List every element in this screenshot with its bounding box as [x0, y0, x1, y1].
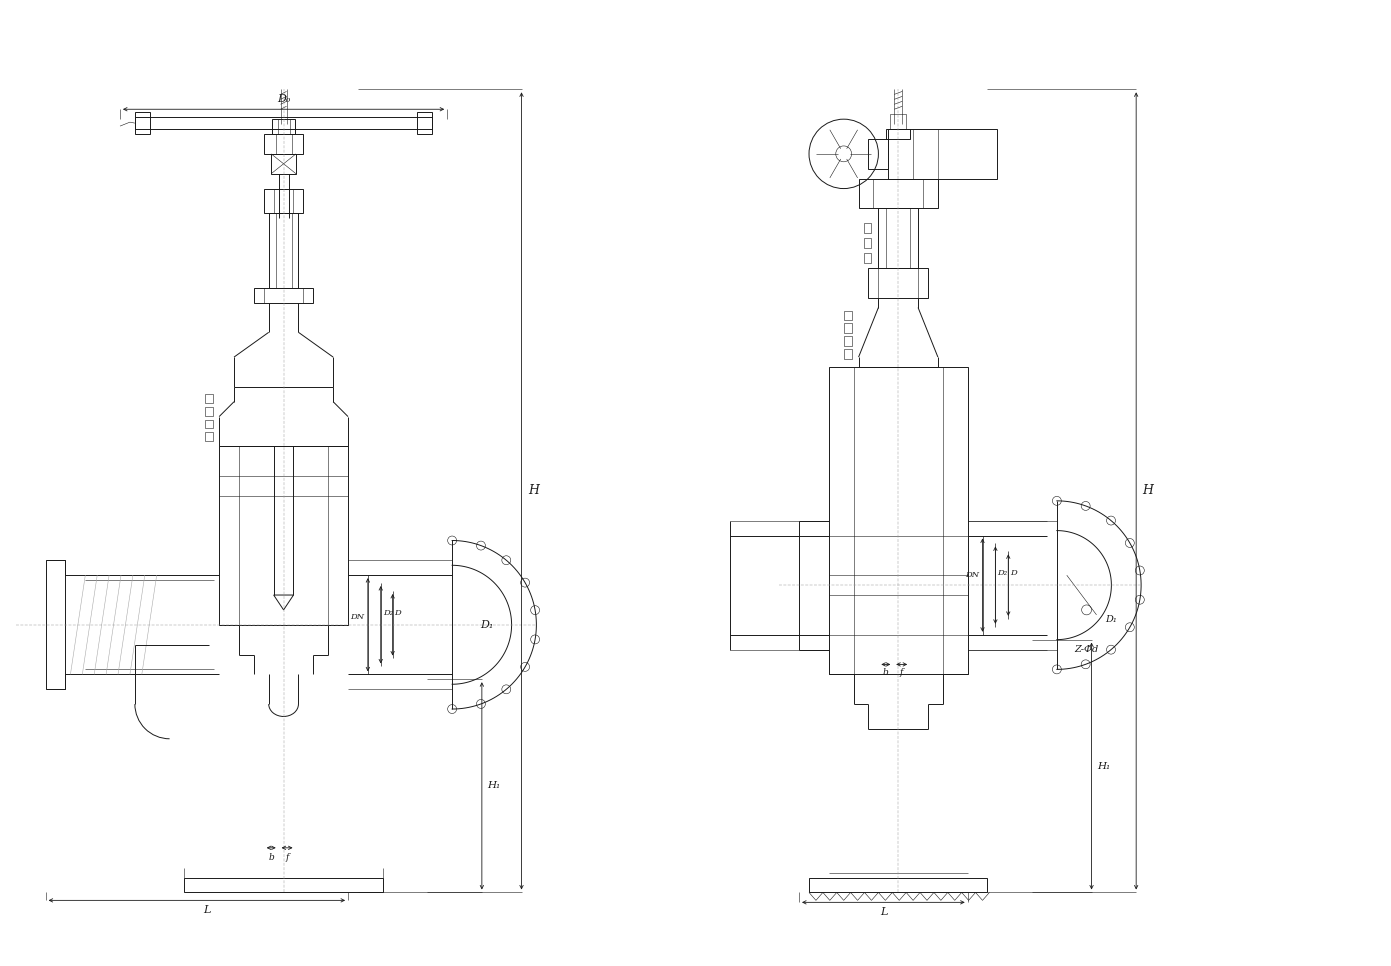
Text: f: f: [900, 668, 903, 677]
Bar: [810, 877, 988, 893]
Text: D₂: D₂: [997, 569, 1007, 578]
Bar: [417, 112, 433, 134]
Bar: [206, 394, 213, 403]
Text: b: b: [268, 853, 274, 863]
Bar: [206, 419, 213, 429]
Text: Z-Φd: Z-Φd: [1074, 645, 1099, 654]
Bar: [864, 253, 872, 263]
Text: L: L: [879, 907, 887, 918]
Bar: [268, 213, 299, 288]
Bar: [858, 179, 938, 209]
Bar: [264, 188, 303, 213]
Text: DN: DN: [349, 612, 364, 621]
Bar: [271, 154, 296, 174]
Bar: [206, 433, 213, 441]
Bar: [220, 446, 348, 625]
Bar: [868, 268, 928, 298]
Bar: [844, 349, 851, 359]
Bar: [253, 288, 313, 302]
Bar: [864, 239, 872, 248]
Bar: [271, 119, 295, 134]
Bar: [844, 336, 851, 346]
Bar: [844, 324, 851, 333]
Bar: [46, 560, 65, 689]
Text: H₁: H₁: [487, 781, 501, 790]
Text: H₁: H₁: [1097, 761, 1110, 771]
Text: H: H: [1142, 484, 1153, 497]
Bar: [135, 112, 150, 134]
Bar: [886, 129, 910, 139]
Text: D: D: [395, 609, 402, 617]
Bar: [889, 129, 997, 179]
Bar: [844, 310, 851, 321]
Bar: [868, 139, 889, 169]
Text: D₀: D₀: [277, 95, 291, 104]
Bar: [829, 367, 968, 674]
Text: D₂: D₂: [383, 609, 392, 617]
Text: DN: DN: [965, 571, 979, 580]
Text: b: b: [883, 668, 889, 677]
Bar: [878, 209, 918, 268]
Bar: [185, 877, 383, 893]
Text: D: D: [1010, 569, 1017, 578]
Text: L: L: [203, 905, 210, 915]
Bar: [135, 117, 433, 129]
Text: D₁: D₁: [1106, 615, 1117, 624]
Bar: [890, 114, 906, 129]
Bar: [206, 407, 213, 415]
Bar: [264, 134, 303, 154]
Text: H: H: [529, 484, 538, 497]
Bar: [864, 223, 872, 233]
Text: f: f: [285, 853, 289, 863]
Text: D₁: D₁: [480, 620, 494, 630]
